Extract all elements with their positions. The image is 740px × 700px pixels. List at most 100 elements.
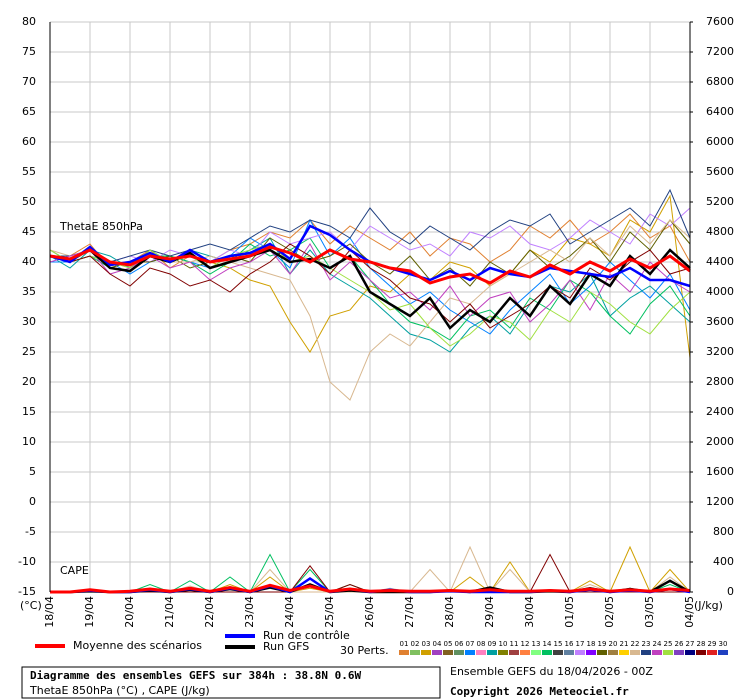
y-tick-label: 50	[22, 195, 36, 208]
perturbation-swatch	[696, 650, 706, 655]
y-tick-label: 10	[22, 435, 36, 448]
x-tick-label: 01/05	[563, 596, 576, 628]
y-tick-label: 15	[22, 405, 36, 418]
perturbation-swatch	[685, 650, 695, 655]
thetae-line	[49, 245, 691, 285]
annotation: ThetaE 850hPa	[59, 220, 143, 233]
perturbation-swatch	[674, 650, 684, 655]
x-tick-label: 29/04	[483, 596, 496, 628]
legend-label: Run de contrôle	[263, 629, 350, 642]
thetae-line	[49, 243, 691, 329]
perturbation-code: 05	[444, 640, 453, 648]
perturbation-swatch	[531, 650, 541, 655]
x-tick-label: 04/05	[683, 596, 696, 628]
perturbation-code: 25	[664, 640, 673, 648]
perturbation-swatch	[542, 650, 552, 655]
y2-tick-label: 6000	[706, 135, 734, 148]
perturbation-swatch	[641, 650, 651, 655]
perturbation-code: 03	[422, 640, 431, 648]
y-tick-label: 5	[29, 465, 36, 478]
title-box	[21, 666, 441, 699]
thetae-line	[50, 188, 691, 263]
perturbation-swatch	[498, 650, 508, 655]
chart-subtitle: ThetaE 850hPa (°C) , CAPE (J/kg)	[29, 684, 210, 697]
perturbation-swatch	[597, 650, 607, 655]
perturbation-swatch	[520, 650, 530, 655]
perturbation-swatch	[421, 650, 431, 655]
perturbation-swatch	[454, 650, 464, 655]
x-tick-label: 22/04	[203, 596, 216, 628]
perturbation-code: 28	[697, 640, 706, 648]
chart-title: Diagramme des ensembles GEFS sur 384h : …	[30, 669, 362, 682]
y2-tick-label: 4800	[706, 225, 734, 238]
x-tick-label: 28/04	[443, 596, 456, 628]
y-tick-label: 80	[22, 15, 36, 28]
legend-label: Moyenne des scénarios	[73, 639, 202, 652]
y-tick-label: 30	[22, 315, 36, 328]
perturbation-code: 24	[653, 640, 662, 648]
perturbation-swatch	[707, 650, 717, 655]
y-tick-label: -15	[18, 585, 36, 598]
perturbation-swatch	[443, 650, 453, 655]
perturbation-code: 14	[543, 640, 552, 648]
perturbation-label: 30 Perts.	[340, 644, 389, 657]
y-tick-label: 25	[22, 345, 36, 358]
x-tick-label: 18/04	[43, 596, 56, 628]
y-tick-label: 65	[22, 105, 36, 118]
perturbation-code: 27	[686, 640, 695, 648]
y2-tick-label: 2800	[706, 375, 734, 388]
y2-tick-label: 7600	[706, 15, 734, 28]
perturbation-code: 07	[466, 640, 475, 648]
x-tick-label: 19/04	[83, 596, 96, 628]
lines	[49, 188, 691, 594]
y-tick-label: 40	[22, 255, 36, 268]
perturbation-code: 10	[499, 640, 508, 648]
perturbation-code: 01	[400, 640, 409, 648]
y2-tick-label: 400	[713, 555, 734, 568]
y2-tick-label: 6400	[706, 105, 734, 118]
y-tick-label: -5	[25, 525, 36, 538]
x-tick-label: 24/04	[283, 596, 296, 628]
cape-line	[50, 583, 691, 594]
perturbation-code: 15	[554, 640, 563, 648]
perturbation-swatch	[487, 650, 497, 655]
y-tick-label: 55	[22, 165, 36, 178]
y-tick-label: 35	[22, 285, 36, 298]
perturbation-code: 21	[620, 640, 629, 648]
perturbation-swatch	[630, 650, 640, 655]
perturbation-code: 30	[719, 640, 728, 648]
perturbation-swatch	[465, 650, 475, 655]
perturbation-code: 09	[488, 640, 497, 648]
y2-axis-label: (J/kg)	[694, 599, 723, 612]
perturbation-swatch	[509, 650, 519, 655]
x-tick-label: 25/04	[323, 596, 336, 628]
x-tick-label: 23/04	[243, 596, 256, 628]
perturbation-swatch	[608, 650, 618, 655]
y2-tick-label: 5600	[706, 165, 734, 178]
y2-tick-label: 2400	[706, 405, 734, 418]
annotation: CAPE	[60, 564, 89, 577]
perturbation-code: 20	[609, 640, 618, 648]
perturbation-swatch	[575, 650, 585, 655]
perturbation-code: 19	[598, 640, 607, 648]
perturbation-code: 23	[642, 640, 651, 648]
perturbation-code: 12	[521, 640, 530, 648]
y-tick-label: 60	[22, 135, 36, 148]
y2-tick-label: 6800	[706, 75, 734, 88]
legend-label: Run GFS	[263, 640, 309, 653]
y2-tick-label: 4000	[706, 285, 734, 298]
y2-tick-label: 0	[727, 585, 734, 598]
perturbation-swatch	[553, 650, 563, 655]
y2-tick-label: 3200	[706, 345, 734, 358]
perturbation-code: 04	[433, 640, 442, 648]
perturbation-swatch	[586, 650, 596, 655]
perturbation-swatch	[619, 650, 629, 655]
perturbation-code: 06	[455, 640, 464, 648]
y2-tick-label: 3600	[706, 315, 734, 328]
perturbation-code: 18	[587, 640, 596, 648]
x-tick-label: 21/04	[163, 596, 176, 628]
perturbation-code: 26	[675, 640, 684, 648]
y-tick-label: 70	[22, 75, 36, 88]
y2-tick-label: 800	[713, 525, 734, 538]
x-tick-label: 03/05	[643, 596, 656, 628]
